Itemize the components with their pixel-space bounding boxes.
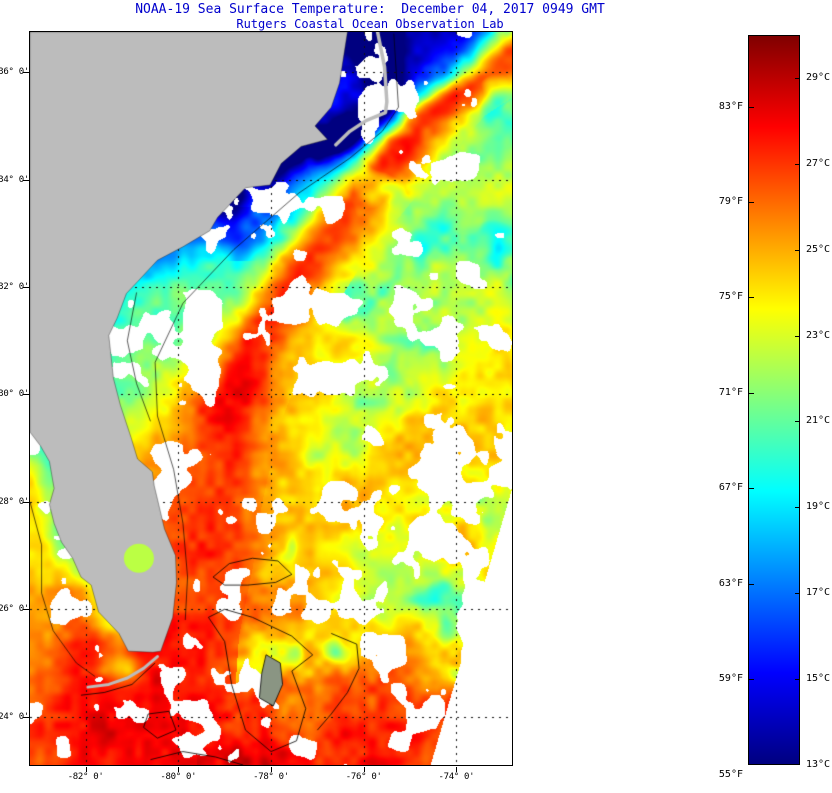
colorbar-tick-f [749, 106, 754, 108]
celsius-scale-label: 15°C [806, 673, 831, 685]
celsius-scale-label: 25°C [806, 243, 831, 255]
fahrenheit-scale-label: 83°F [718, 100, 743, 112]
lon-axis-label: -80° 0' [160, 772, 197, 782]
fahrenheit-scale-label: 55°F [718, 768, 743, 780]
colorbar [748, 35, 800, 765]
lon-axis-label: -74° 0' [438, 772, 475, 782]
colorbar-tick-c [795, 507, 800, 509]
celsius-scale-label: 23°C [806, 329, 831, 341]
colorbar-tick-c [795, 77, 800, 79]
celsius-scale-label: 17°C [806, 587, 831, 599]
colorbar-tick-f [749, 764, 754, 765]
celsius-scale-label: 21°C [806, 415, 831, 427]
colorbar-tick-c [795, 421, 800, 423]
axis-tick-x [178, 767, 180, 772]
colorbar-tick-c [795, 764, 800, 765]
axis-tick-y [23, 501, 29, 503]
fahrenheit-scale-label: 67°F [718, 482, 743, 494]
fahrenheit-scale-label: 75°F [718, 291, 743, 303]
colorbar-tick-f [749, 201, 754, 203]
celsius-scale-label: 27°C [806, 157, 831, 169]
axis-tick-y [23, 716, 29, 718]
celsius-scale-label: 29°C [806, 71, 831, 83]
axis-tick-x [456, 767, 458, 772]
figure-title: NOAA-19 Sea Surface Temperature: Decembe… [135, 2, 605, 17]
axis-tick-y [23, 179, 29, 181]
axis-tick-y [23, 609, 29, 611]
colorbar-tick-c [795, 163, 800, 165]
celsius-scale-label: 19°C [806, 501, 831, 513]
lon-axis-label: -76° 0' [345, 772, 382, 782]
axis-tick-y [23, 287, 29, 289]
figure-subtitle: Rutgers Coastal Ocean Observation Lab [236, 17, 504, 31]
sst-map-canvas [30, 32, 512, 765]
colorbar-gradient [749, 36, 799, 764]
colorbar-tick-c [795, 249, 800, 251]
colorbar-tick-c [795, 593, 800, 595]
fahrenheit-scale-label: 59°F [718, 673, 743, 685]
celsius-scale-label: 13°C [806, 759, 831, 770]
colorbar-tick-f [749, 297, 754, 299]
fahrenheit-scale-label: 63°F [718, 577, 743, 589]
lon-axis-label: -78° 0' [253, 772, 289, 782]
axis-tick-y [23, 72, 29, 74]
fahrenheit-scale-label: 79°F [718, 195, 743, 207]
fahrenheit-scale-label: 71°F [718, 386, 743, 398]
axis-tick-x [85, 767, 87, 772]
axis-tick-y [23, 394, 29, 396]
colorbar-tick-f [749, 392, 754, 394]
colorbar-tick-c [795, 679, 800, 681]
axis-tick-x [363, 767, 365, 772]
axis-tick-x [271, 767, 272, 772]
colorbar-tick-f [749, 679, 754, 681]
colorbar-tick-c [795, 335, 800, 337]
colorbar-tick-f [749, 488, 754, 490]
colorbar-tick-f [749, 583, 754, 585]
lon-axis-label: -82° 0' [67, 772, 104, 782]
